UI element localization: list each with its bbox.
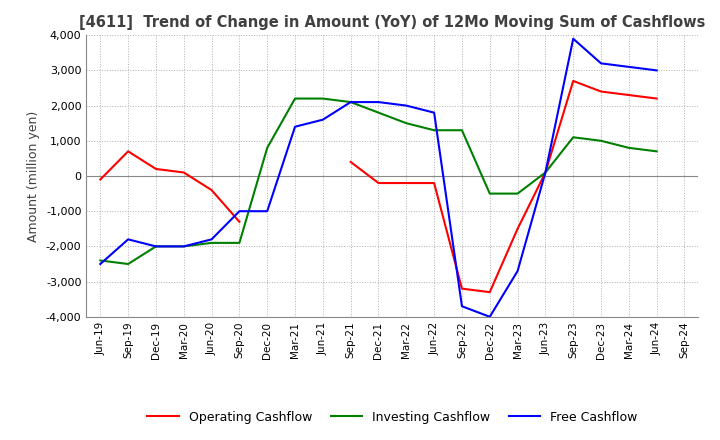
- Operating Cashflow: [152, 166, 161, 172]
- Free Cashflow: [124, 237, 132, 242]
- Investing Cashflow: [513, 191, 522, 196]
- Operating Cashflow: [374, 180, 383, 186]
- Free Cashflow: [96, 261, 104, 267]
- Operating Cashflow: [430, 180, 438, 186]
- Free Cashflow: [318, 117, 327, 122]
- Investing Cashflow: [346, 99, 355, 105]
- Investing Cashflow: [152, 244, 161, 249]
- Operating Cashflow: [207, 187, 216, 193]
- Operating Cashflow: [96, 177, 104, 182]
- Investing Cashflow: [179, 244, 188, 249]
- Investing Cashflow: [569, 135, 577, 140]
- Operating Cashflow: [485, 290, 494, 295]
- Free Cashflow: [235, 209, 243, 214]
- Free Cashflow: [263, 209, 271, 214]
- Operating Cashflow: [513, 226, 522, 231]
- Investing Cashflow: [291, 96, 300, 101]
- Free Cashflow: [152, 244, 161, 249]
- Legend: Operating Cashflow, Investing Cashflow, Free Cashflow: Operating Cashflow, Investing Cashflow, …: [143, 406, 642, 429]
- Operating Cashflow: [179, 170, 188, 175]
- Investing Cashflow: [318, 96, 327, 101]
- Operating Cashflow: [624, 92, 633, 98]
- Free Cashflow: [652, 68, 661, 73]
- Line: Operating Cashflow: Operating Cashflow: [100, 81, 657, 292]
- Free Cashflow: [346, 99, 355, 105]
- Investing Cashflow: [402, 121, 410, 126]
- Free Cashflow: [402, 103, 410, 108]
- Title: [4611]  Trend of Change in Amount (YoY) of 12Mo Moving Sum of Cashflows: [4611] Trend of Change in Amount (YoY) o…: [79, 15, 706, 30]
- Operating Cashflow: [652, 96, 661, 101]
- Free Cashflow: [485, 314, 494, 319]
- Operating Cashflow: [569, 78, 577, 84]
- Operating Cashflow: [402, 180, 410, 186]
- Investing Cashflow: [207, 240, 216, 246]
- Investing Cashflow: [96, 258, 104, 263]
- Investing Cashflow: [597, 138, 606, 143]
- Investing Cashflow: [624, 145, 633, 150]
- Investing Cashflow: [124, 261, 132, 267]
- Free Cashflow: [374, 99, 383, 105]
- Free Cashflow: [597, 61, 606, 66]
- Operating Cashflow: [346, 159, 355, 165]
- Free Cashflow: [291, 124, 300, 129]
- Investing Cashflow: [235, 240, 243, 246]
- Operating Cashflow: [124, 149, 132, 154]
- Line: Investing Cashflow: Investing Cashflow: [100, 99, 657, 264]
- Free Cashflow: [430, 110, 438, 115]
- Free Cashflow: [179, 244, 188, 249]
- Free Cashflow: [569, 36, 577, 41]
- Operating Cashflow: [597, 89, 606, 94]
- Investing Cashflow: [430, 128, 438, 133]
- Line: Free Cashflow: Free Cashflow: [100, 39, 657, 317]
- Investing Cashflow: [458, 128, 467, 133]
- Y-axis label: Amount (million yen): Amount (million yen): [27, 110, 40, 242]
- Investing Cashflow: [652, 149, 661, 154]
- Investing Cashflow: [485, 191, 494, 196]
- Free Cashflow: [624, 64, 633, 70]
- Operating Cashflow: [541, 170, 550, 175]
- Free Cashflow: [541, 170, 550, 175]
- Operating Cashflow: [235, 219, 243, 224]
- Free Cashflow: [513, 268, 522, 274]
- Investing Cashflow: [263, 145, 271, 150]
- Free Cashflow: [207, 237, 216, 242]
- Operating Cashflow: [458, 286, 467, 291]
- Free Cashflow: [458, 304, 467, 309]
- Investing Cashflow: [541, 170, 550, 175]
- Investing Cashflow: [374, 110, 383, 115]
